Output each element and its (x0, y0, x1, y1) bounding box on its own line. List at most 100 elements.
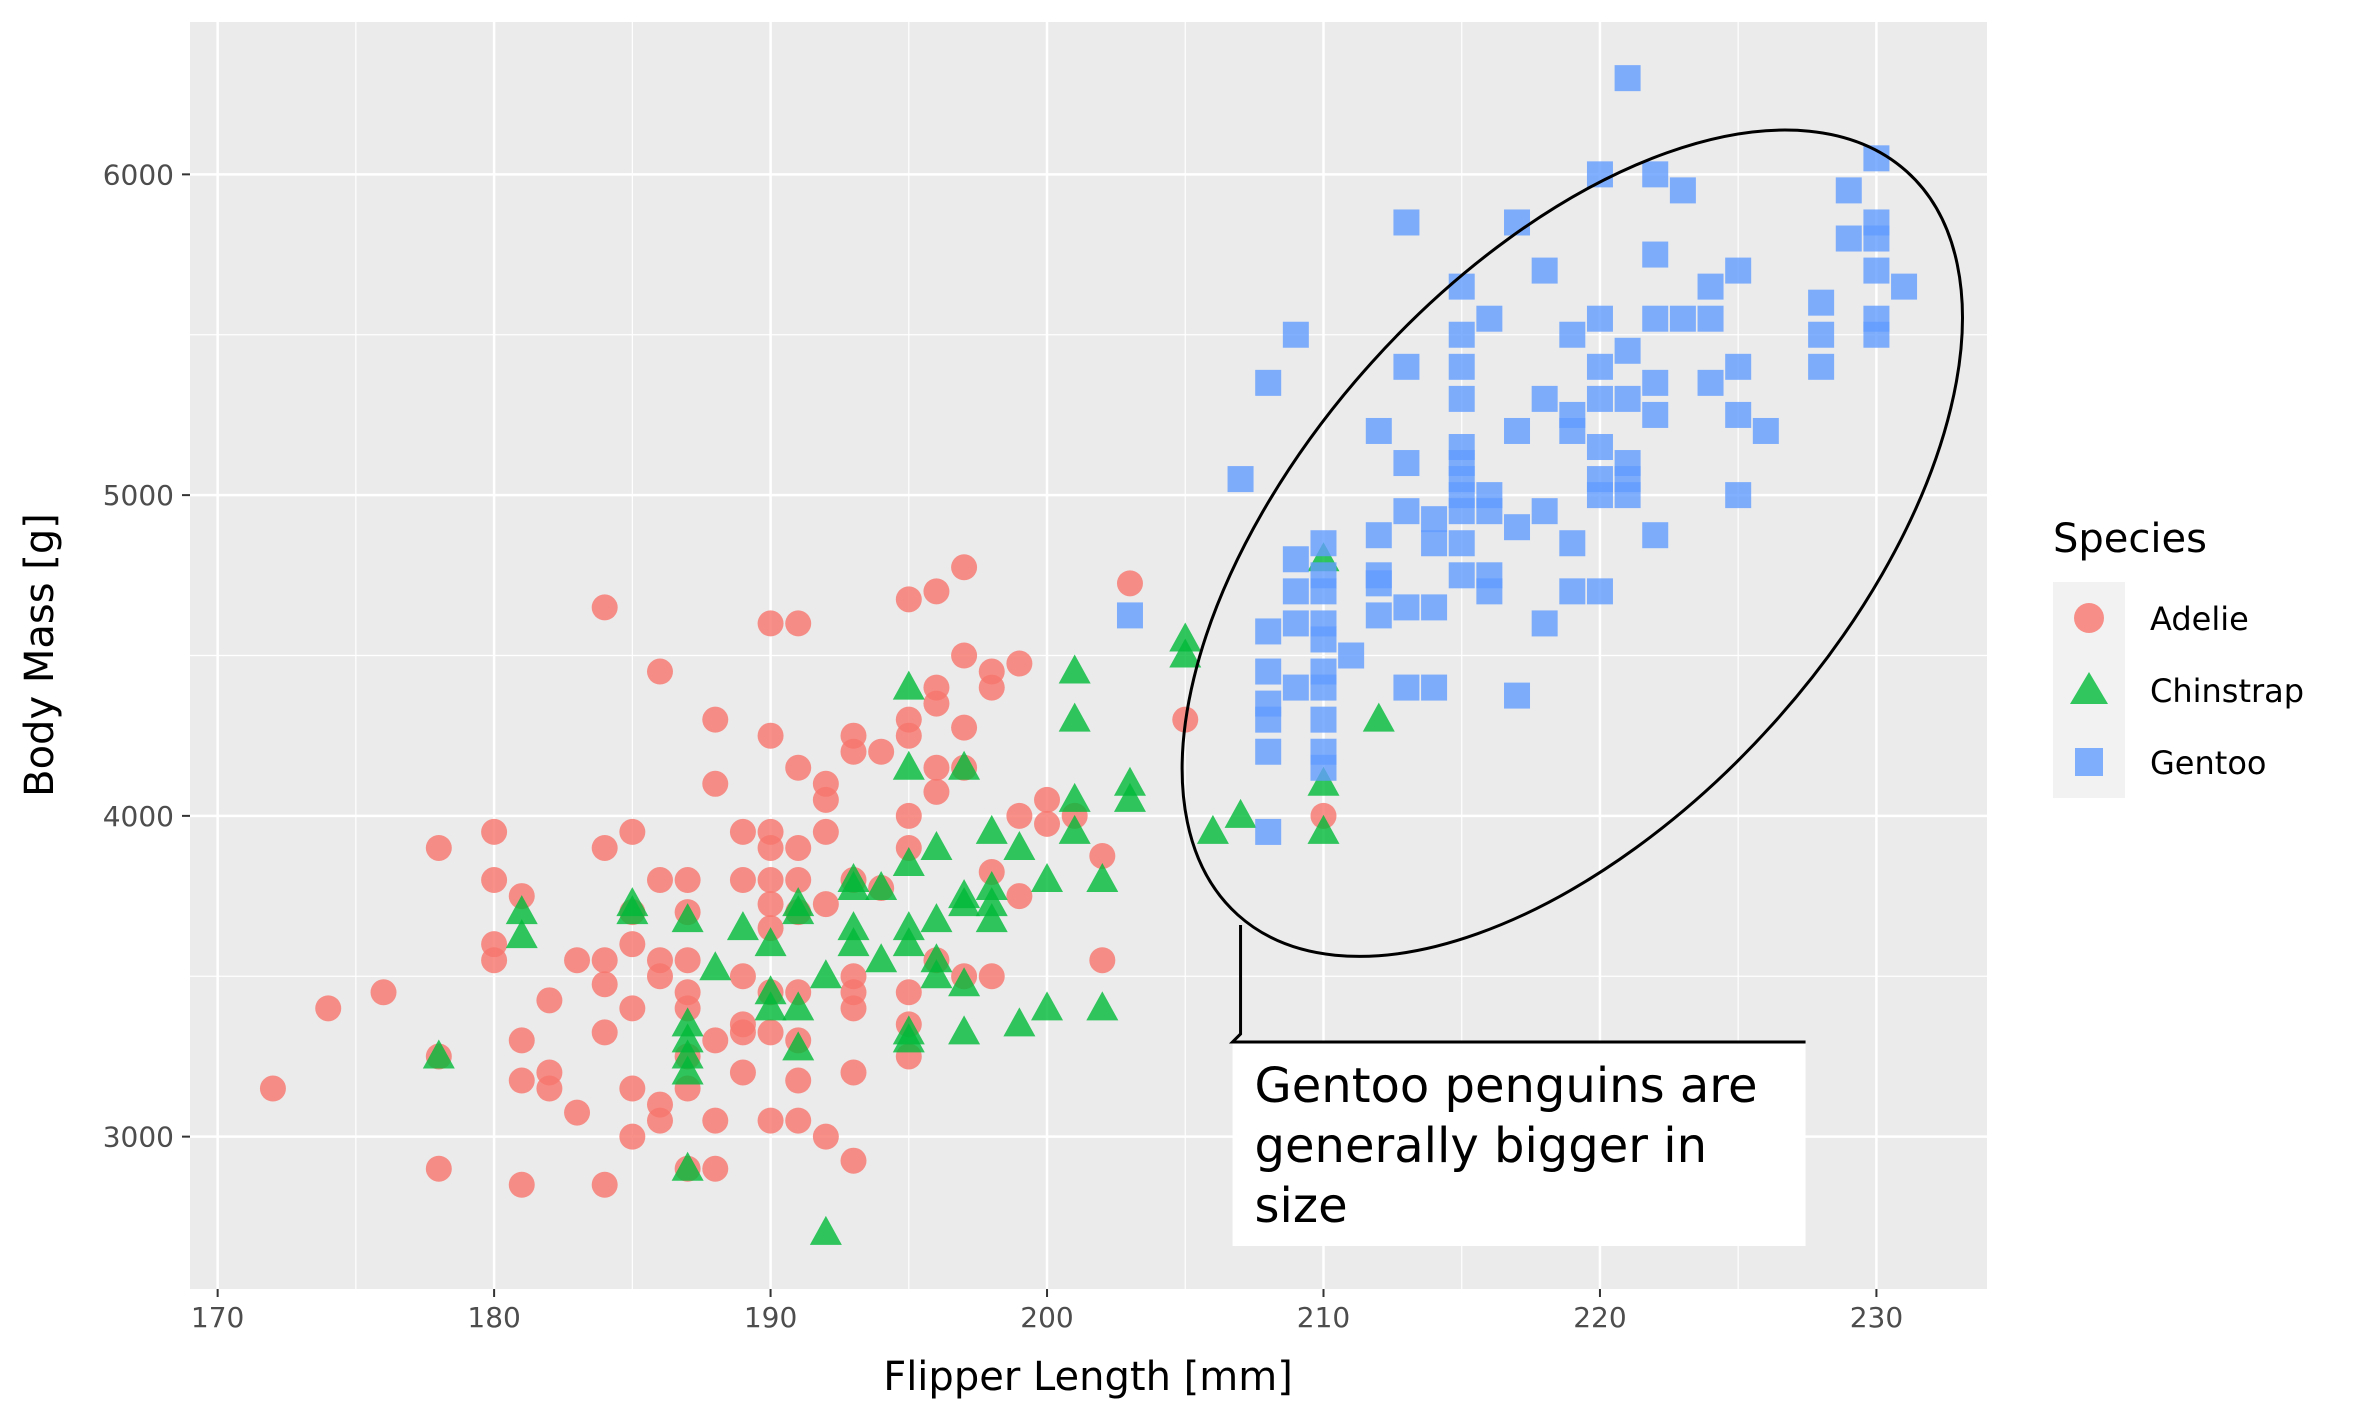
chinstrap-point (892, 911, 925, 941)
annotation-text-line: Gentoo penguins are (1255, 1058, 1758, 1114)
gentoo-point (1863, 225, 1890, 252)
gentoo-point (1504, 417, 1531, 444)
gentoo-point (1282, 546, 1309, 573)
adelie-point (757, 1107, 784, 1134)
legend-key-gentoo (2075, 748, 2103, 776)
adelie-point (757, 722, 784, 749)
adelie-point (840, 1147, 867, 1174)
gentoo-point (1365, 417, 1392, 444)
gentoo-point (1586, 353, 1613, 380)
chinstrap-point (837, 927, 870, 957)
chinstrap-point (975, 871, 1008, 901)
adelie-point (812, 786, 839, 813)
gentoo-point (1282, 610, 1309, 637)
gentoo-point (1642, 241, 1669, 268)
x-tick-label: 190 (744, 1301, 797, 1334)
adelie-point (619, 1123, 646, 1150)
adelie-point (646, 658, 673, 685)
gentoo-point (1642, 522, 1669, 549)
adelie-point (591, 834, 618, 861)
gentoo-point (1586, 482, 1613, 509)
gentoo-point (1116, 602, 1143, 629)
adelie-point (702, 770, 729, 797)
gentoo-point (1531, 498, 1558, 525)
chinstrap-point (920, 943, 953, 973)
gentoo-point (1586, 434, 1613, 461)
chinstrap-point (1003, 1007, 1036, 1037)
adelie-point (785, 610, 812, 637)
gentoo-point (1255, 369, 1282, 396)
chinstrap-point (782, 991, 815, 1021)
adelie-point (895, 802, 922, 829)
gentoo-point (1338, 642, 1365, 669)
chinstrap-point (671, 903, 704, 933)
adelie-point (1116, 570, 1143, 597)
adelie-point (895, 979, 922, 1006)
gentoo-point (1448, 273, 1475, 300)
gentoo-point (1559, 530, 1586, 557)
chinstrap-point (671, 1039, 704, 1069)
gentoo-point (1310, 754, 1337, 781)
gentoo-point (1227, 466, 1254, 493)
adelie-point (868, 738, 895, 765)
adelie-point (425, 1155, 452, 1182)
gentoo-point (1614, 482, 1641, 509)
adelie-point (923, 778, 950, 805)
adelie-point (315, 995, 342, 1022)
chinstrap-point (1058, 702, 1091, 732)
adelie-point (729, 963, 756, 990)
chinstrap-point (671, 1055, 704, 1085)
adelie-point (646, 1107, 673, 1134)
gentoo-point (1255, 618, 1282, 645)
gentoo-point (1559, 321, 1586, 348)
chinstrap-point (892, 670, 925, 700)
chinstrap-point (975, 887, 1008, 917)
y-tick-label: 4000 (103, 800, 174, 833)
chinstrap-point (892, 846, 925, 876)
chinstrap-point (699, 951, 732, 981)
gentoo-point (1808, 353, 1835, 380)
gentoo-point (1697, 273, 1724, 300)
chinstrap-point (671, 1007, 704, 1037)
gentoo-point (1393, 594, 1420, 621)
gentoo-point (1835, 225, 1862, 252)
gentoo-point (1614, 385, 1641, 412)
adelie-point (619, 995, 646, 1022)
legend-key-chinstrap (2070, 672, 2108, 704)
adelie-point (785, 834, 812, 861)
annotation-pointer-line (1228, 924, 1806, 1044)
x-tick-label: 210 (1297, 1301, 1350, 1334)
chinstrap-point (948, 750, 981, 780)
adelie-point (619, 1075, 646, 1102)
gentoo-point (1642, 305, 1669, 332)
gentoo-point (1669, 305, 1696, 332)
gentoo-point (1531, 385, 1558, 412)
adelie-point (757, 610, 784, 637)
gentoo-point (1559, 417, 1586, 444)
gentoo-point (1448, 562, 1475, 589)
adelie-point (785, 867, 812, 894)
adelie-point (674, 947, 701, 974)
adelie-point (1034, 810, 1061, 837)
chinstrap-point (754, 927, 787, 957)
gentoo-point (1614, 337, 1641, 364)
gentoo-point (1808, 289, 1835, 316)
gentoo-point (1531, 610, 1558, 637)
chinstrap-point (754, 975, 787, 1005)
adelie-point (1006, 883, 1033, 910)
chinstrap-point (948, 1015, 981, 1045)
gentoo-point (1586, 578, 1613, 605)
adelie-point (812, 891, 839, 918)
adelie-point (757, 1019, 784, 1046)
chinstrap-point (1169, 638, 1202, 668)
chinstrap-point (1196, 814, 1229, 844)
grid-major (190, 22, 1987, 1289)
chinstrap-point (1224, 798, 1257, 828)
adelie-point (646, 867, 673, 894)
gentoo-point (1614, 65, 1641, 92)
gentoo-point (1476, 498, 1503, 525)
adelie-point (785, 1067, 812, 1094)
gentoo-point (1725, 353, 1752, 380)
chinstrap-point (892, 927, 925, 957)
adelie-point (923, 578, 950, 605)
